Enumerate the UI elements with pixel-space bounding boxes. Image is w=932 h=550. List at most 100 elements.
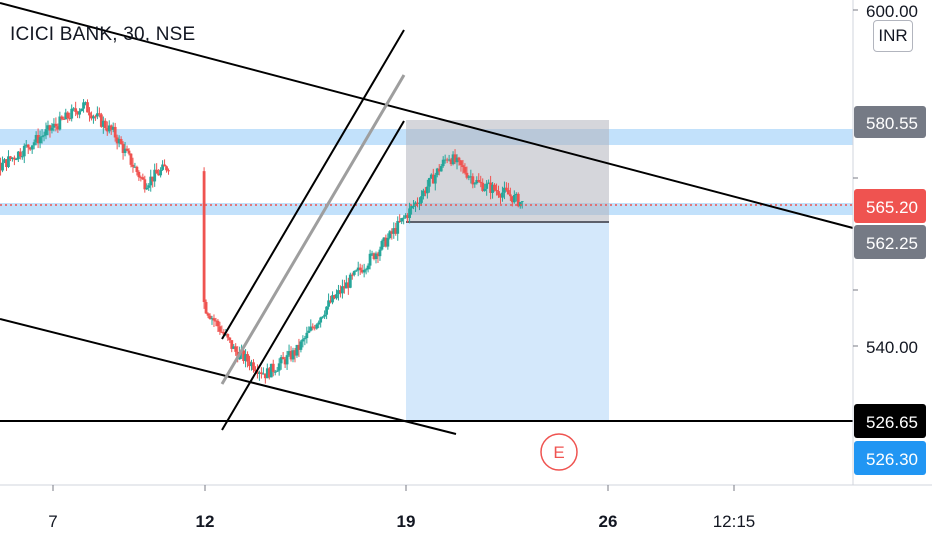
candle-body <box>356 267 360 271</box>
candle-body <box>254 369 257 372</box>
candle-body <box>222 332 226 335</box>
candle-body <box>18 151 22 157</box>
candle-body <box>380 241 384 250</box>
candle-body <box>139 177 143 179</box>
candle-body <box>129 153 133 165</box>
candle-body <box>402 217 406 219</box>
candle-body <box>333 295 336 299</box>
candle-body <box>471 176 475 185</box>
candle-body <box>121 143 125 153</box>
candle-body <box>30 145 34 150</box>
candle-body <box>22 145 26 157</box>
candle-body <box>337 290 340 295</box>
time-axis[interactable]: 7 12 19 26 12:15 <box>0 484 932 531</box>
candle-body <box>512 195 516 203</box>
candle-body <box>439 166 443 172</box>
candle-body <box>220 331 224 333</box>
candle-body <box>248 361 251 367</box>
candle-body <box>167 170 170 172</box>
price-label-562-25-bg <box>854 225 926 259</box>
price-label-562-25-text: 562.25 <box>866 234 918 253</box>
candle-body <box>26 144 30 148</box>
candle-body <box>299 341 303 350</box>
candle-body <box>159 169 163 176</box>
candle-body <box>16 151 20 160</box>
candle-body <box>327 300 330 307</box>
candle-body <box>279 357 283 364</box>
candle-body <box>202 171 206 303</box>
candle-body <box>505 187 508 191</box>
candle-body <box>514 193 518 196</box>
candle-body <box>66 112 70 119</box>
candle-body <box>208 315 212 319</box>
price-label-526-65-text: 526.65 <box>866 413 918 432</box>
candle-body <box>435 168 439 176</box>
candle-body <box>70 108 74 119</box>
candle-body <box>204 302 208 314</box>
candle-body <box>465 172 469 178</box>
candle-body <box>420 196 423 203</box>
candle-body <box>412 205 415 207</box>
candle-body <box>447 159 451 161</box>
candle-body <box>427 178 431 187</box>
candle-body <box>317 322 321 325</box>
candle-body <box>58 116 62 130</box>
candle-body <box>518 202 522 207</box>
candle-body <box>416 202 419 204</box>
candle-body <box>481 182 485 191</box>
candle-body <box>283 359 287 365</box>
candle-body <box>510 196 514 203</box>
candle-body <box>364 269 368 271</box>
price-label-562-25: 562.25 <box>854 225 926 259</box>
candle-body <box>329 300 332 303</box>
candle-body <box>149 176 153 186</box>
candle-body <box>291 350 295 360</box>
candle-body <box>392 228 396 234</box>
price-label-565-20-text: 565.20 <box>866 198 918 217</box>
candle-body <box>374 253 378 260</box>
candle-body <box>105 128 109 132</box>
candle-body <box>62 118 66 120</box>
candle-body <box>24 144 28 146</box>
candle-body <box>34 135 38 143</box>
candle-body <box>86 102 89 113</box>
candle-body <box>451 154 455 165</box>
candle-body <box>88 112 91 116</box>
candle-body <box>483 188 487 191</box>
candle-body <box>46 125 50 130</box>
candle-body <box>459 160 463 166</box>
candle-body <box>151 176 155 182</box>
candle-body <box>463 166 467 173</box>
earnings-marker[interactable]: E <box>540 433 578 471</box>
candle-body <box>418 202 421 204</box>
price-axis[interactable]: 600.00 540.00 580.55 565.20 562.25 526.6… <box>852 0 932 485</box>
candle-body <box>443 159 447 161</box>
currency-button[interactable]: INR <box>873 20 913 52</box>
candle-body <box>9 156 12 160</box>
candle-body <box>137 171 141 178</box>
candle-body <box>244 354 247 361</box>
candle-body <box>5 159 8 168</box>
candle-body <box>0 162 2 171</box>
candle-body <box>366 265 370 270</box>
candle-body <box>48 125 52 131</box>
candle-body <box>94 116 97 118</box>
candle-body <box>445 159 449 161</box>
candle-body <box>95 113 99 117</box>
candle-body <box>441 159 445 167</box>
candle-body <box>285 355 289 365</box>
candle-body <box>161 164 164 170</box>
candle-body <box>457 157 461 161</box>
candle-body <box>250 362 253 367</box>
candle-body <box>360 270 364 273</box>
candle-body <box>424 190 427 194</box>
candle-body <box>293 350 297 356</box>
candle-body <box>499 195 502 198</box>
candle-body <box>516 193 520 207</box>
candle-body <box>520 201 524 203</box>
price-label-526-30-text: 526.30 <box>866 450 918 469</box>
candle-body <box>32 142 36 146</box>
candle-body <box>267 368 271 378</box>
candle-body <box>372 253 376 260</box>
